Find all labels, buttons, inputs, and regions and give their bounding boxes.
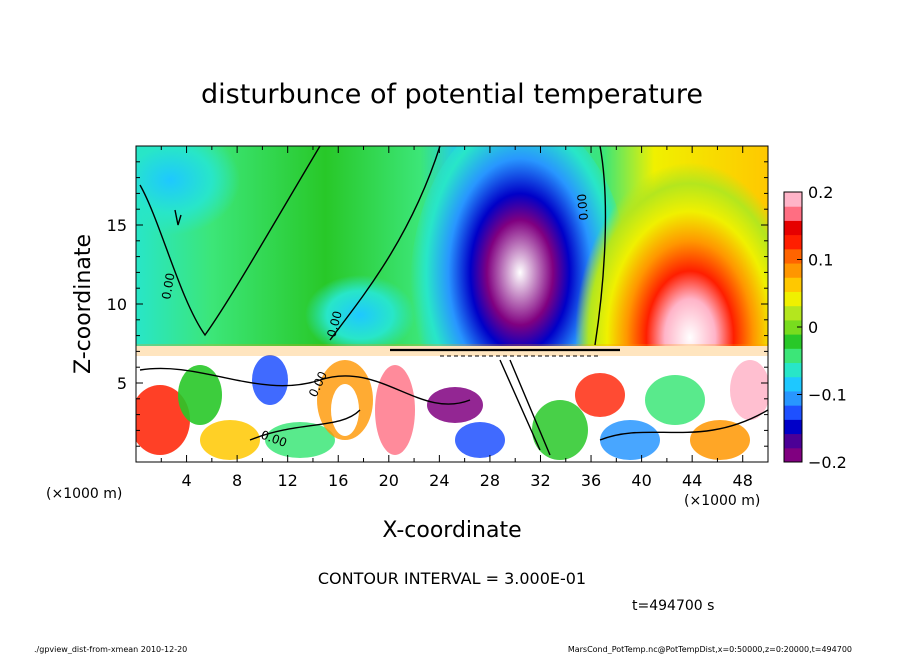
y-tick-label: 10 xyxy=(107,295,127,314)
contour-label: 0.00 xyxy=(575,193,591,221)
x-tick-label: 12 xyxy=(278,471,298,490)
colorbar-tick-label: 0 xyxy=(808,318,818,337)
footer-right: MarsCond_PotTemp.nc@PotTempDist,x=0:5000… xyxy=(568,645,852,654)
contour-label: 0.00 xyxy=(324,309,344,338)
cyan-patch-left xyxy=(136,146,240,235)
x-tick-label: 44 xyxy=(682,471,702,490)
colorbar-swatch xyxy=(784,334,802,349)
footer-left: ./gpview_dist-from-xmean 2010-12-20 xyxy=(34,645,187,654)
colorbar-swatch xyxy=(784,348,802,364)
y-axis-ticks: 5 10 15 xyxy=(107,145,768,463)
colorbar-tick-label: 0.1 xyxy=(808,251,833,270)
colorbar-swatch xyxy=(784,192,802,207)
colorbar-swatch xyxy=(784,220,802,236)
colorbar-swatch xyxy=(784,206,802,221)
contour-interval: CONTOUR INTERVAL = 3.000E-01 xyxy=(318,569,586,588)
colorbar-swatch xyxy=(784,263,802,278)
colorbar-tick-label: −0.2 xyxy=(808,453,847,472)
colorbar-swatch xyxy=(784,419,802,435)
x-tick-label: 4 xyxy=(181,471,191,490)
colorbar-swatch xyxy=(784,447,802,463)
x-tick-label: 8 xyxy=(232,471,242,490)
y-tick-label: 5 xyxy=(117,374,127,393)
x-tick-label: 40 xyxy=(631,471,651,490)
colorbar-swatch xyxy=(784,234,802,250)
x-tick-label: 24 xyxy=(429,471,449,490)
colorbar-swatch xyxy=(784,305,802,321)
colorbar-swatch xyxy=(784,248,802,264)
colorbar-swatch xyxy=(784,390,802,406)
x-tick-label: 36 xyxy=(581,471,601,490)
contour-lines xyxy=(139,146,768,456)
cyan-patch-mid xyxy=(305,275,415,355)
lower-turbulence xyxy=(136,344,768,460)
colorbar: 0.2 0.1 0 −0.1 −0.2 xyxy=(783,183,847,472)
colorbar-swatch xyxy=(784,362,802,378)
x-axis-label: X-coordinate xyxy=(382,518,521,543)
colorbar-tick-label: 0.2 xyxy=(808,183,833,202)
colorbar-swatch xyxy=(784,291,802,307)
x-tick-label: 16 xyxy=(328,471,348,490)
chart-title: disturbunce of potential temperature xyxy=(201,79,703,110)
plot-area: 0.00 0.00 0.00 0.00 0.00 4 8 12 16 20 24 28 32 3… xyxy=(107,145,769,490)
colorbar-swatch xyxy=(784,433,802,449)
x-tick-label: 32 xyxy=(530,471,550,490)
colorbar-swatch xyxy=(784,319,802,335)
contour-label: 0.00 xyxy=(159,272,177,301)
colorbar-swatch xyxy=(784,277,802,292)
x-unit-label: (×1000 m) xyxy=(46,486,122,502)
x-axis-ticks: 4 8 12 16 20 24 28 32 36 40 44 48 xyxy=(135,146,769,490)
y-axis-label: Z-coordinate xyxy=(71,234,96,374)
colorbar-tick-label: −0.1 xyxy=(808,386,847,405)
colorbar-swatch xyxy=(784,376,802,392)
time-label: t=494700 s xyxy=(632,598,714,614)
x-tick-label: 48 xyxy=(733,471,753,490)
colorbar-swatch xyxy=(784,405,802,420)
y-tick-label: 15 xyxy=(107,216,127,235)
x-tick-label: 20 xyxy=(379,471,399,490)
x-tick-label: 28 xyxy=(480,471,500,490)
x-unit-label-right: (×1000 m) xyxy=(684,493,760,509)
